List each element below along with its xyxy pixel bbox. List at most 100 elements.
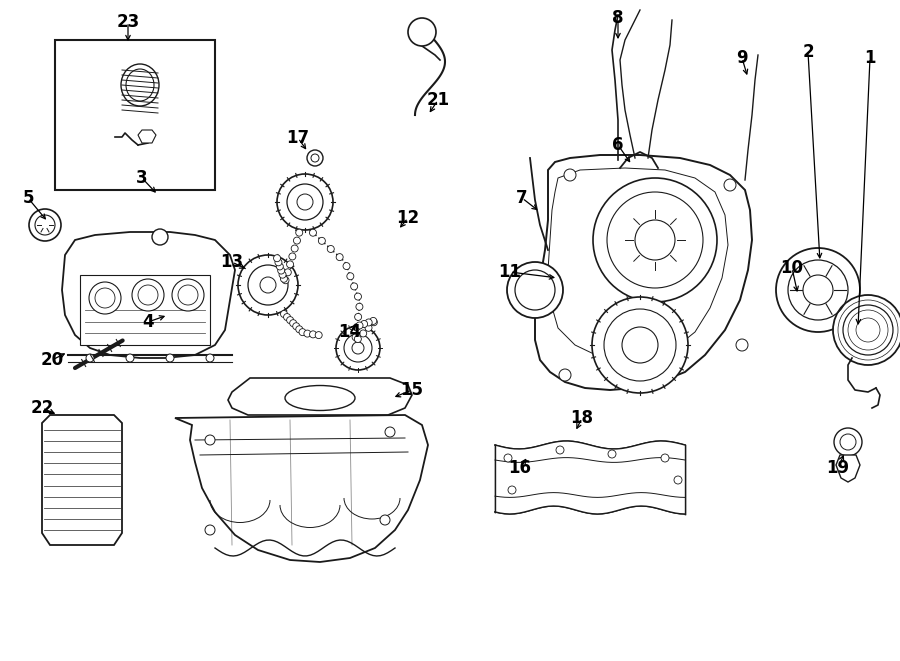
Circle shape [293,237,301,244]
Circle shape [310,331,317,338]
Bar [55,40,215,190]
Circle shape [289,253,296,260]
Polygon shape [548,168,728,358]
Text: 20: 20 [40,351,64,369]
Circle shape [319,237,326,245]
Polygon shape [228,378,412,415]
Text: 2: 2 [802,43,814,61]
Circle shape [29,209,61,241]
Circle shape [507,262,563,318]
Circle shape [89,282,121,314]
Circle shape [380,515,390,525]
Circle shape [385,427,395,437]
Circle shape [279,271,286,278]
Circle shape [776,248,860,332]
Polygon shape [175,415,428,562]
Text: 3: 3 [136,169,148,187]
Circle shape [336,326,380,370]
Circle shape [292,245,298,252]
Polygon shape [42,415,122,545]
Circle shape [508,486,516,494]
Circle shape [290,320,297,327]
Text: 13: 13 [220,253,244,271]
Polygon shape [535,155,752,390]
Text: 17: 17 [286,129,310,147]
Circle shape [307,150,323,166]
Circle shape [205,525,215,535]
Circle shape [274,254,281,262]
Circle shape [370,317,377,325]
Text: 10: 10 [780,259,804,277]
Circle shape [86,354,94,362]
Circle shape [286,261,293,268]
Text: 4: 4 [142,313,154,331]
Text: 16: 16 [508,459,532,477]
Circle shape [274,259,282,266]
Circle shape [343,262,350,270]
Circle shape [310,229,317,236]
Circle shape [352,334,359,341]
Circle shape [592,297,688,393]
Circle shape [834,428,862,456]
Polygon shape [62,232,235,358]
Circle shape [152,229,168,245]
Circle shape [315,332,322,338]
Text: 23: 23 [116,13,140,31]
Text: 9: 9 [736,49,748,67]
Circle shape [724,179,736,191]
Circle shape [622,327,658,363]
Circle shape [238,255,298,315]
Circle shape [337,254,343,260]
Ellipse shape [121,64,159,106]
Circle shape [833,295,900,365]
Circle shape [260,277,276,293]
Circle shape [205,435,215,445]
Circle shape [282,277,289,284]
Circle shape [281,311,287,317]
Circle shape [286,317,293,324]
Circle shape [284,269,292,276]
Circle shape [365,325,372,331]
Circle shape [371,319,377,326]
Circle shape [635,220,675,260]
Circle shape [304,330,310,337]
Circle shape [296,326,302,332]
Circle shape [292,323,300,330]
Text: 19: 19 [826,459,850,477]
Text: 1: 1 [864,49,876,67]
Polygon shape [80,275,210,345]
Circle shape [356,322,363,329]
Circle shape [365,319,373,326]
Circle shape [360,330,366,337]
Circle shape [166,354,174,362]
Circle shape [278,267,284,274]
Text: 8: 8 [612,9,624,27]
Circle shape [297,194,313,210]
Circle shape [674,476,682,484]
Text: 6: 6 [612,136,624,154]
Circle shape [736,339,748,351]
Text: 12: 12 [396,209,419,227]
Circle shape [356,303,363,310]
Text: 18: 18 [571,409,593,427]
Polygon shape [836,455,860,482]
Polygon shape [495,441,685,514]
Circle shape [206,354,214,362]
Text: 11: 11 [499,263,521,281]
Circle shape [276,263,284,270]
Circle shape [361,321,367,327]
Ellipse shape [285,385,355,410]
Circle shape [352,342,364,354]
Circle shape [408,18,436,46]
Circle shape [803,275,833,305]
Circle shape [354,324,360,330]
Circle shape [132,279,164,311]
Circle shape [564,169,576,181]
Circle shape [559,369,571,381]
Circle shape [355,293,362,300]
Text: 22: 22 [31,399,54,417]
Circle shape [296,229,302,236]
Text: 5: 5 [22,189,34,207]
Circle shape [284,313,291,321]
Circle shape [351,283,357,290]
